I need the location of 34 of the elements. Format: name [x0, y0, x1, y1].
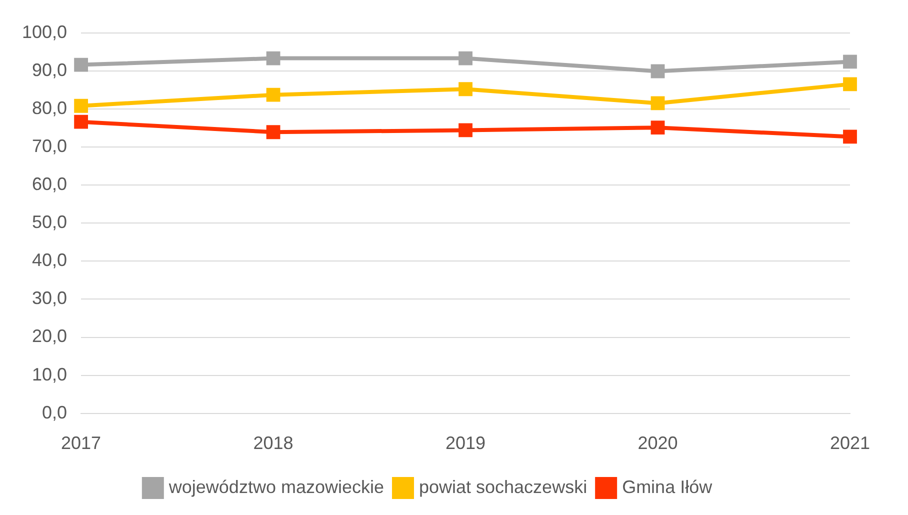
point	[650, 96, 665, 110]
x-tick-label: 2021	[830, 433, 870, 454]
y-tick-label: 20,0	[32, 326, 68, 346]
point	[843, 77, 857, 92]
y-tick-label: 100,0	[22, 22, 68, 42]
point	[843, 54, 857, 69]
point	[74, 98, 88, 113]
x-tick-label: 2019	[446, 433, 486, 454]
point	[458, 82, 472, 96]
y-tick-label: 30,0	[32, 288, 68, 308]
y-tick-label: 50,0	[32, 212, 68, 232]
y-tick-label: 70,0	[32, 136, 68, 156]
point	[74, 58, 88, 72]
legend-label: Gmina Iłów	[622, 476, 714, 497]
y-tick-label: 60,0	[32, 174, 68, 194]
y-tick-label: 10,0	[32, 364, 68, 384]
point	[650, 120, 665, 135]
point	[843, 130, 857, 144]
point	[74, 114, 88, 129]
point	[266, 88, 280, 102]
x-tick-label: 2018	[253, 433, 294, 454]
point	[458, 123, 472, 138]
y-tick-label: 0,0	[42, 402, 68, 422]
legend-label: województwo mazowieckie	[168, 476, 384, 497]
y-tick-label: 90,0	[32, 60, 68, 80]
point	[458, 51, 472, 66]
point	[266, 51, 280, 66]
point	[266, 125, 280, 140]
x-tick-label: 2020	[638, 433, 678, 454]
legend-label: powiat sochaczewski	[418, 476, 588, 497]
point	[650, 64, 665, 78]
y-tick-label: 40,0	[32, 250, 68, 270]
x-tick-label: 2017	[61, 433, 102, 454]
y-tick-label: 80,0	[32, 98, 68, 118]
